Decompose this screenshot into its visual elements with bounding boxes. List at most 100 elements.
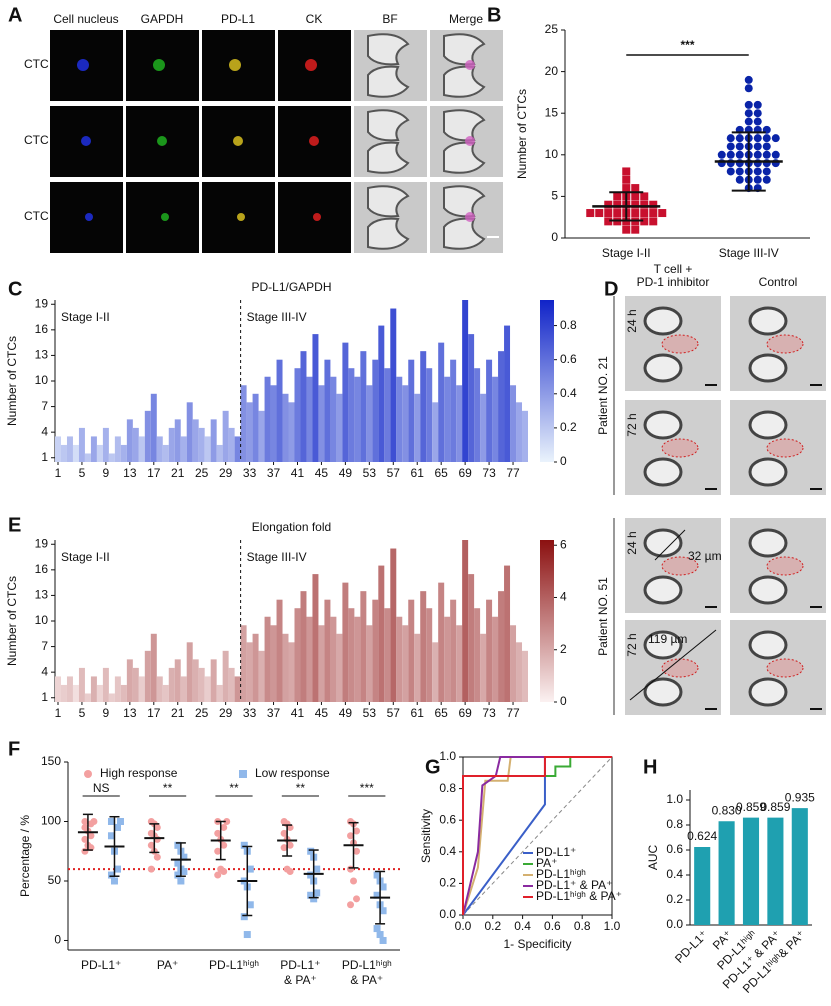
heat-column xyxy=(504,325,511,462)
x-axis-label: 1- Specificity xyxy=(503,937,571,951)
data-point xyxy=(214,871,222,879)
data-point xyxy=(116,817,124,825)
micro-well xyxy=(443,141,486,174)
heat-column xyxy=(108,453,115,462)
heat-column xyxy=(78,667,85,702)
x-tick-label: 41 xyxy=(291,706,305,720)
heat-column xyxy=(522,650,528,702)
heat-column xyxy=(516,402,523,462)
x-tick-label: 5 xyxy=(79,466,86,480)
heat-column xyxy=(414,633,421,702)
heat-column xyxy=(210,659,217,702)
data-point xyxy=(753,167,762,176)
heat-column xyxy=(402,385,409,462)
heat-column xyxy=(162,684,169,702)
data-point xyxy=(220,841,228,849)
heat-column xyxy=(432,642,439,702)
data-point xyxy=(286,841,294,849)
x-tick-label: 37 xyxy=(267,466,281,480)
data-point xyxy=(220,823,228,831)
column-label: T cell + xyxy=(654,262,693,276)
heat-column xyxy=(468,334,475,462)
heat-column xyxy=(132,667,139,702)
data-point xyxy=(613,209,622,218)
data-point xyxy=(640,217,649,226)
data-point xyxy=(631,209,640,218)
heat-column xyxy=(84,693,91,702)
data-point xyxy=(613,192,622,201)
heat-column xyxy=(162,444,169,462)
time-label: 24 h xyxy=(625,531,639,554)
data-point xyxy=(762,175,771,184)
data-point xyxy=(753,142,762,151)
data-point xyxy=(649,217,658,226)
heat-column xyxy=(384,368,391,462)
data-point xyxy=(246,901,254,909)
data-point xyxy=(373,925,381,933)
heat-column xyxy=(372,359,379,462)
x-tick-label: 21 xyxy=(171,466,185,480)
data-point xyxy=(379,883,387,891)
data-point xyxy=(613,200,622,209)
heat-column xyxy=(252,393,259,462)
x-tick-label: 13 xyxy=(123,706,137,720)
data-point xyxy=(81,835,89,843)
heat-column xyxy=(294,368,301,462)
x-tick-label: 57 xyxy=(387,466,401,480)
y-tick-label: 0.4 xyxy=(439,844,456,858)
data-point xyxy=(350,877,358,885)
heat-column xyxy=(228,427,235,462)
micro-well xyxy=(643,575,683,605)
heat-column xyxy=(216,684,223,702)
data-point xyxy=(640,192,649,201)
x-tick-label: 77 xyxy=(506,706,520,720)
cell-outline xyxy=(766,334,804,354)
data-point xyxy=(586,209,595,218)
micro-well xyxy=(367,217,410,250)
data-point xyxy=(240,841,248,849)
heat-column xyxy=(354,376,361,462)
data-point xyxy=(631,225,640,234)
data-point xyxy=(753,134,762,143)
significance: *** xyxy=(680,38,694,52)
data-point xyxy=(174,841,182,849)
heat-column xyxy=(396,376,403,462)
x-tick-label: 61 xyxy=(411,706,425,720)
y-tick-label: 1 xyxy=(41,450,48,464)
data-point xyxy=(753,100,762,109)
data-point xyxy=(604,217,613,226)
data-point xyxy=(622,184,631,193)
x-tick-label: 25 xyxy=(195,706,209,720)
heat-column xyxy=(408,599,415,702)
data-point xyxy=(286,867,294,875)
data-point xyxy=(353,895,361,903)
data-point xyxy=(735,134,744,143)
cell-signal xyxy=(233,136,243,146)
data-point xyxy=(214,847,222,855)
bar xyxy=(694,847,711,925)
heat-column xyxy=(516,642,523,702)
y-axis-label: Sensitivity xyxy=(419,809,433,863)
heat-column xyxy=(192,419,199,462)
heat-column xyxy=(168,427,175,462)
heat-column xyxy=(318,385,325,462)
scale-bar xyxy=(810,384,822,386)
panel-letter: B xyxy=(487,4,501,26)
data-point xyxy=(280,844,288,852)
data-point xyxy=(147,841,155,849)
y-tick-label: 10 xyxy=(35,373,49,387)
x-tick-label: 33 xyxy=(243,466,257,480)
data-point xyxy=(220,867,228,875)
scale-bar xyxy=(810,606,822,608)
data-point xyxy=(649,200,658,209)
panel-letter: H xyxy=(643,756,657,778)
heat-column xyxy=(468,574,475,702)
heat-column xyxy=(78,427,85,462)
heat-column xyxy=(282,393,289,462)
heat-column xyxy=(462,300,469,462)
x-tick-label: 65 xyxy=(435,466,449,480)
micro-well xyxy=(367,65,410,98)
micro-well xyxy=(367,185,410,218)
heat-column xyxy=(288,402,295,462)
cell-signal xyxy=(465,60,475,70)
